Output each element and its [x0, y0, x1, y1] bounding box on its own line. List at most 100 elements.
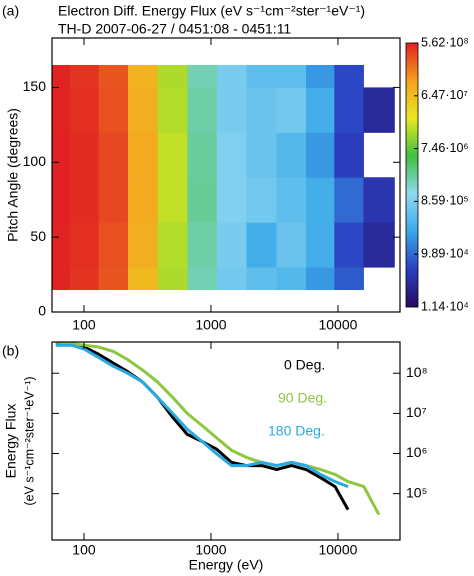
contour-cell	[363, 222, 395, 268]
contour-cell	[306, 132, 335, 178]
y-tick-label: 150	[23, 78, 47, 94]
contour-cell	[246, 177, 277, 223]
contour-cell	[69, 267, 100, 291]
contour-cell	[187, 87, 218, 133]
y-tick-label: 10⁸	[406, 364, 428, 380]
y-tick-label: 100	[23, 153, 47, 169]
contour-cell	[306, 267, 335, 291]
contour-cell	[276, 267, 307, 291]
contour-cell	[127, 222, 159, 268]
contour-cell	[157, 132, 188, 178]
panel-label: (a)	[2, 3, 19, 19]
contour-cell	[52, 64, 71, 88]
series-line	[55, 343, 349, 488]
contour-cell	[246, 267, 277, 291]
chart-subtitle: TH-D 2007-06-27 / 0451:08 - 0451:11	[58, 21, 291, 37]
contour-cell	[187, 132, 218, 178]
contour-cell	[52, 87, 71, 133]
contour-cell	[216, 132, 247, 178]
colorbar-tick-label: 7.46·10⁶	[421, 141, 469, 155]
contour-cell	[306, 222, 335, 268]
legend-entry: 90 Deg.	[278, 390, 327, 406]
contour-cell	[216, 87, 247, 133]
y-axis-label: Energy Flux	[3, 404, 19, 479]
contour-cell	[363, 87, 395, 133]
chart-title: Electron Diff. Energy Flux (eV s⁻¹cm⁻²st…	[58, 3, 365, 19]
y-tick-label: 10⁶	[406, 444, 427, 460]
contour-cell	[334, 267, 364, 291]
x-tick-label: 1000	[195, 542, 226, 558]
x-tick-label: 100	[72, 542, 96, 558]
contour-cell	[157, 177, 188, 223]
colorbar-tick-label: 5.62·10⁸	[421, 35, 469, 49]
contour-cell	[246, 87, 277, 133]
contour-cell	[276, 87, 307, 133]
contour-cell	[52, 132, 71, 178]
contour-cell	[306, 177, 335, 223]
plot-frame	[51, 341, 401, 541]
contour-cell	[246, 64, 277, 88]
series-line	[55, 342, 381, 516]
contour-cell	[69, 177, 100, 223]
contour-cell	[187, 267, 218, 291]
contour-cell	[276, 222, 307, 268]
legend-entry: 180 Deg.	[268, 423, 325, 439]
contour-cell	[187, 222, 218, 268]
y-axis-label: Pitch Angle (degrees)	[5, 108, 21, 242]
contour-cell	[69, 64, 100, 88]
contour-cell	[98, 222, 129, 268]
contour-cell	[187, 177, 218, 223]
line-area	[55, 342, 381, 516]
colorbar-tick-label: 6.47·10⁷	[421, 88, 468, 102]
contour-cell	[127, 177, 159, 223]
panel-label: (b)	[2, 343, 19, 359]
contour-cell	[127, 267, 159, 291]
contour-cell	[334, 222, 364, 268]
contour-cell	[246, 222, 277, 268]
contour-cell	[157, 267, 188, 291]
contour-cell	[69, 132, 100, 178]
contour-cell	[98, 87, 129, 133]
plot-frame	[51, 37, 401, 313]
y-axis-units: (eV s⁻¹cm⁻²ster⁻¹eV⁻¹)	[22, 376, 36, 505]
y-tick-label: 50	[30, 228, 46, 244]
x-tick-label: 100	[72, 317, 96, 333]
y-tick-label: 10⁷	[406, 404, 427, 420]
x-tick-label: 10000	[318, 317, 357, 333]
contour-cell	[334, 132, 364, 178]
contour-cell	[52, 222, 71, 268]
contour-cell	[98, 132, 129, 178]
legend-entry: 0 Deg.	[284, 357, 325, 373]
contour-cell	[216, 267, 247, 291]
contour-cell	[187, 64, 218, 88]
contour-cell	[157, 64, 188, 88]
contour-cell	[157, 87, 188, 133]
contour-cell	[276, 177, 307, 223]
contour-cell	[216, 222, 247, 268]
contour-cell	[127, 87, 159, 133]
contour-cell	[216, 177, 247, 223]
contour-cell	[127, 132, 159, 178]
contour-cell	[127, 64, 159, 88]
contour-cell	[98, 177, 129, 223]
contour-cell	[306, 64, 335, 88]
contour-cell	[276, 132, 307, 178]
contour-cell	[69, 222, 100, 268]
contour-cell	[276, 64, 307, 88]
contour-cell	[52, 267, 71, 291]
contour-cell	[98, 64, 129, 88]
colorbar-tick-label: 8.59·10⁵	[421, 194, 469, 208]
x-tick-label: 1000	[195, 317, 226, 333]
colorbar	[405, 42, 419, 308]
colorbar-tick-label: 9.89·10⁴	[421, 247, 469, 261]
contour-cell	[334, 64, 364, 88]
contour-cell	[363, 177, 395, 223]
y-tick-label: 0	[38, 303, 46, 319]
contour-cell	[69, 87, 100, 133]
contour-cell	[246, 132, 277, 178]
x-tick-label: 10000	[318, 542, 357, 558]
contour-cell	[98, 267, 129, 291]
y-tick-label: 10⁵	[406, 484, 427, 500]
